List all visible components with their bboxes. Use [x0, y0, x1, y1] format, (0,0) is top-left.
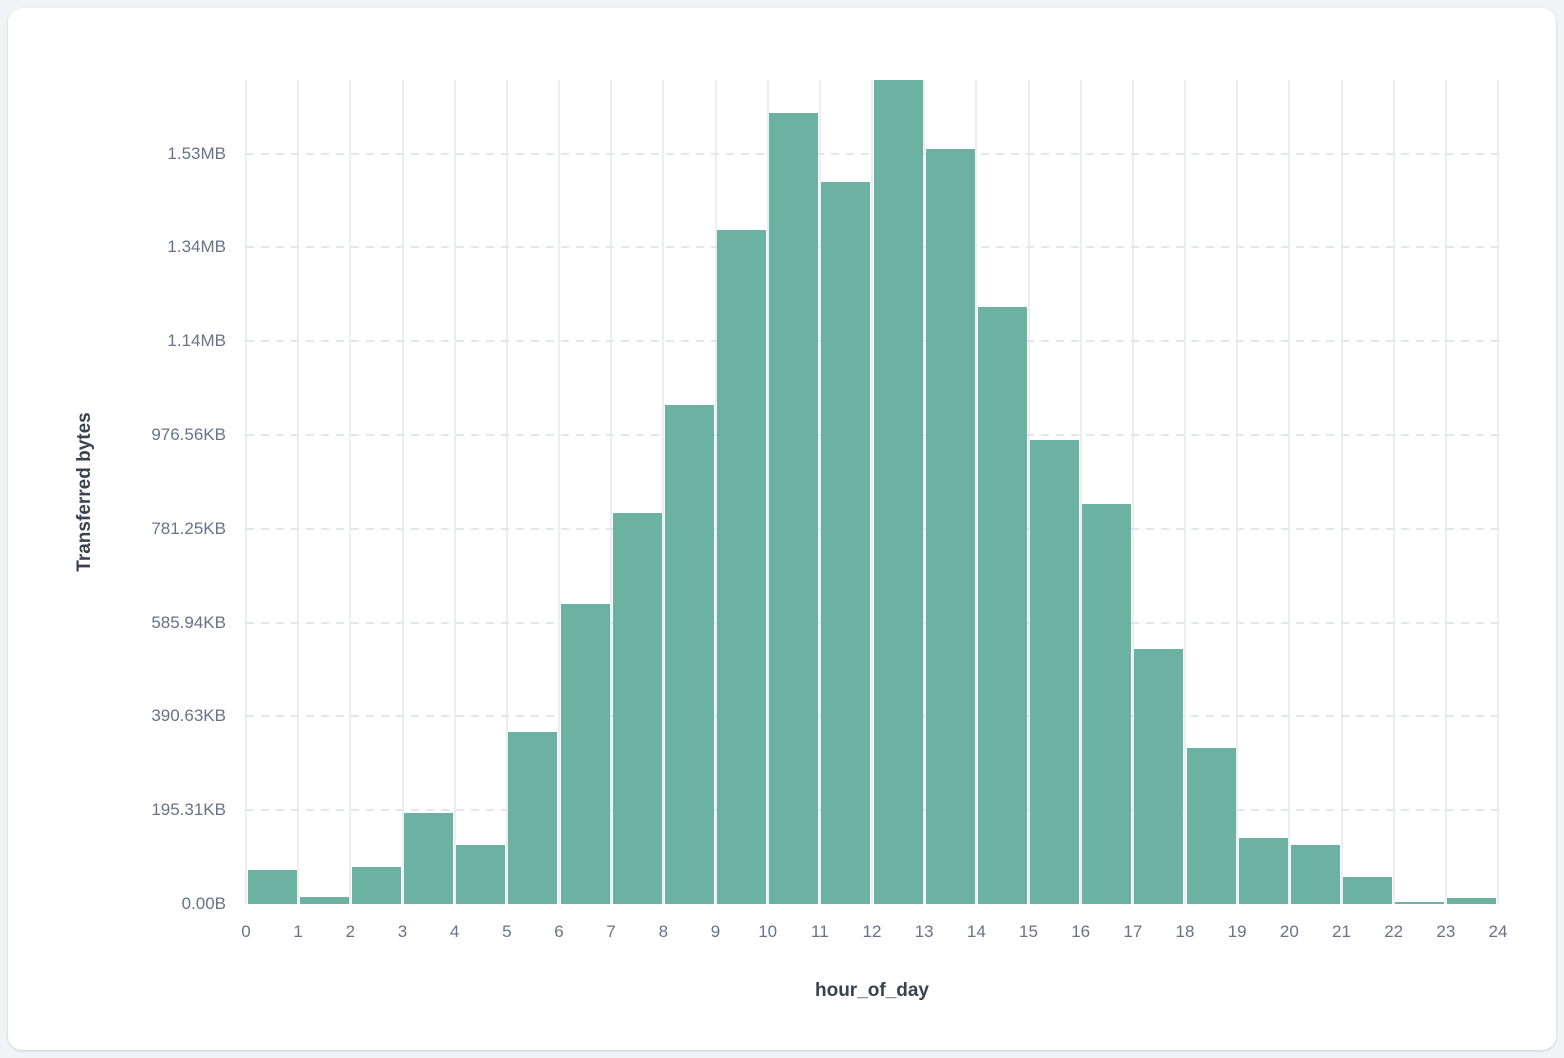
vertical-gridline: [818, 80, 821, 904]
bar-hour-1[interactable]: [299, 896, 349, 904]
bar-hour-23[interactable]: [1447, 897, 1497, 904]
x-tick-label: 18: [1175, 922, 1195, 941]
bar-hour-14[interactable]: [977, 306, 1027, 904]
vertical-gridline: [349, 80, 352, 904]
horizontal-gridline: [246, 715, 1498, 718]
y-tick-label: 0.00B: [181, 894, 226, 913]
vertical-gridline: [245, 80, 247, 904]
x-tick-label: 1: [293, 922, 303, 941]
x-tick-label: 16: [1071, 922, 1091, 941]
bar-hour-2[interactable]: [351, 866, 401, 904]
x-tick-label: 10: [758, 922, 778, 941]
x-tick-label: 2: [345, 922, 356, 941]
vertical-gridline: [1444, 80, 1447, 904]
bar-hour-17[interactable]: [1134, 648, 1184, 904]
x-tick-label: 24: [1488, 922, 1508, 941]
bar-hour-13[interactable]: [925, 149, 975, 904]
x-tick-label: 14: [966, 922, 986, 941]
vertical-gridline: [1288, 80, 1291, 904]
x-tick-label: 4: [449, 922, 460, 941]
x-tick-label: 9: [710, 922, 721, 941]
y-tick-label: 1.53MB: [167, 143, 226, 163]
bar-hour-19[interactable]: [1238, 837, 1288, 904]
y-tick-label: 390.63KB: [151, 706, 226, 726]
bar-hour-3[interactable]: [404, 813, 454, 904]
y-tick-label: 585.94KB: [151, 612, 226, 632]
vertical-gridline: [1236, 80, 1239, 904]
horizontal-gridline: [246, 621, 1498, 624]
bar-hour-7[interactable]: [612, 513, 662, 904]
vertical-gridline: [401, 80, 404, 904]
y-tick-label: 781.25KB: [151, 518, 226, 538]
x-axis-tick-labels: 0 1 2 3 4 5 6 7 8 9 10 11 12 13 14 15 16 17 18 19 20 21 22 23 24: [241, 922, 1507, 948]
bar-hour-22[interactable]: [1395, 902, 1445, 904]
y-axis-tick-labels: 0.00B 195.31KB 390.63KB 585.94KB 781.25KB 976…: [8, 80, 226, 913]
vertical-gridline: [297, 80, 300, 904]
vertical-gridline: [1392, 80, 1395, 904]
x-tick-label: 3: [397, 922, 408, 941]
x-tick-label: 21: [1332, 922, 1351, 941]
x-tick-label: 13: [914, 922, 934, 941]
x-tick-label: 22: [1384, 922, 1404, 941]
bar-hour-0[interactable]: [247, 870, 297, 904]
vertical-gridline: [558, 80, 560, 904]
x-tick-label: 6: [554, 922, 564, 941]
vertical-gridline: [714, 80, 717, 904]
horizontal-gridline: [246, 152, 1498, 155]
vertical-gridline: [923, 80, 926, 904]
horizontal-gridline: [246, 340, 1498, 343]
vertical-gridline: [610, 80, 613, 904]
x-tick-label: 19: [1227, 922, 1247, 941]
vertical-gridline: [1497, 80, 1499, 904]
horizontal-gridline: [246, 809, 1498, 812]
bar-hour-9[interactable]: [717, 229, 767, 904]
bar-hour-21[interactable]: [1343, 876, 1393, 904]
x-tick-label: 11: [811, 922, 829, 941]
bar-hour-15[interactable]: [1030, 439, 1080, 904]
bar-hour-10[interactable]: [769, 113, 819, 904]
y-tick-label: 1.34MB: [167, 237, 226, 257]
vertical-gridline: [1079, 80, 1082, 904]
bar-hour-20[interactable]: [1290, 844, 1340, 904]
bar-hour-16[interactable]: [1082, 503, 1132, 904]
bar-hour-6[interactable]: [560, 603, 610, 904]
x-tick-label: 17: [1123, 922, 1143, 941]
y-tick-label: 195.31KB: [151, 800, 226, 820]
horizontal-gridline: [246, 246, 1498, 249]
x-tick-label: 7: [606, 922, 616, 941]
bar-hour-4[interactable]: [456, 844, 506, 904]
vertical-gridline: [505, 80, 508, 904]
vertical-gridline: [766, 80, 769, 904]
vertical-gridline: [1340, 80, 1343, 904]
vertical-gridline: [1184, 80, 1186, 904]
bar-hour-8[interactable]: [664, 405, 714, 904]
bar-hour-12[interactable]: [873, 80, 923, 904]
vertical-gridline: [1027, 80, 1030, 904]
vertical-gridline: [975, 80, 978, 904]
horizontal-gridline: [246, 434, 1498, 437]
vertical-gridline: [662, 80, 665, 904]
horizontal-gridline: [246, 527, 1498, 530]
x-tick-label: 0: [241, 922, 251, 941]
chart-card: Transferred bytes hour_of_day 0.00B 195.3…: [8, 8, 1556, 1050]
vertical-gridline: [453, 80, 456, 904]
x-tick-label: 8: [658, 922, 669, 941]
y-tick-label: 1.14MB: [167, 331, 226, 351]
x-tick-label: 15: [1019, 922, 1038, 941]
bar-hour-11[interactable]: [821, 182, 871, 904]
x-axis-title: hour_of_day: [814, 980, 930, 1001]
vertical-gridline: [1131, 80, 1134, 904]
y-tick-label: 976.56KB: [151, 425, 226, 445]
x-tick-label: 20: [1279, 922, 1299, 941]
x-tick-label: 5: [502, 922, 512, 941]
vertical-gridline: [871, 80, 873, 904]
plot-area: [245, 80, 1499, 904]
bar-hour-5[interactable]: [508, 731, 558, 904]
x-tick-label: 23: [1436, 922, 1456, 941]
bar-hour-18[interactable]: [1186, 747, 1236, 904]
x-tick-label: 12: [862, 922, 882, 941]
